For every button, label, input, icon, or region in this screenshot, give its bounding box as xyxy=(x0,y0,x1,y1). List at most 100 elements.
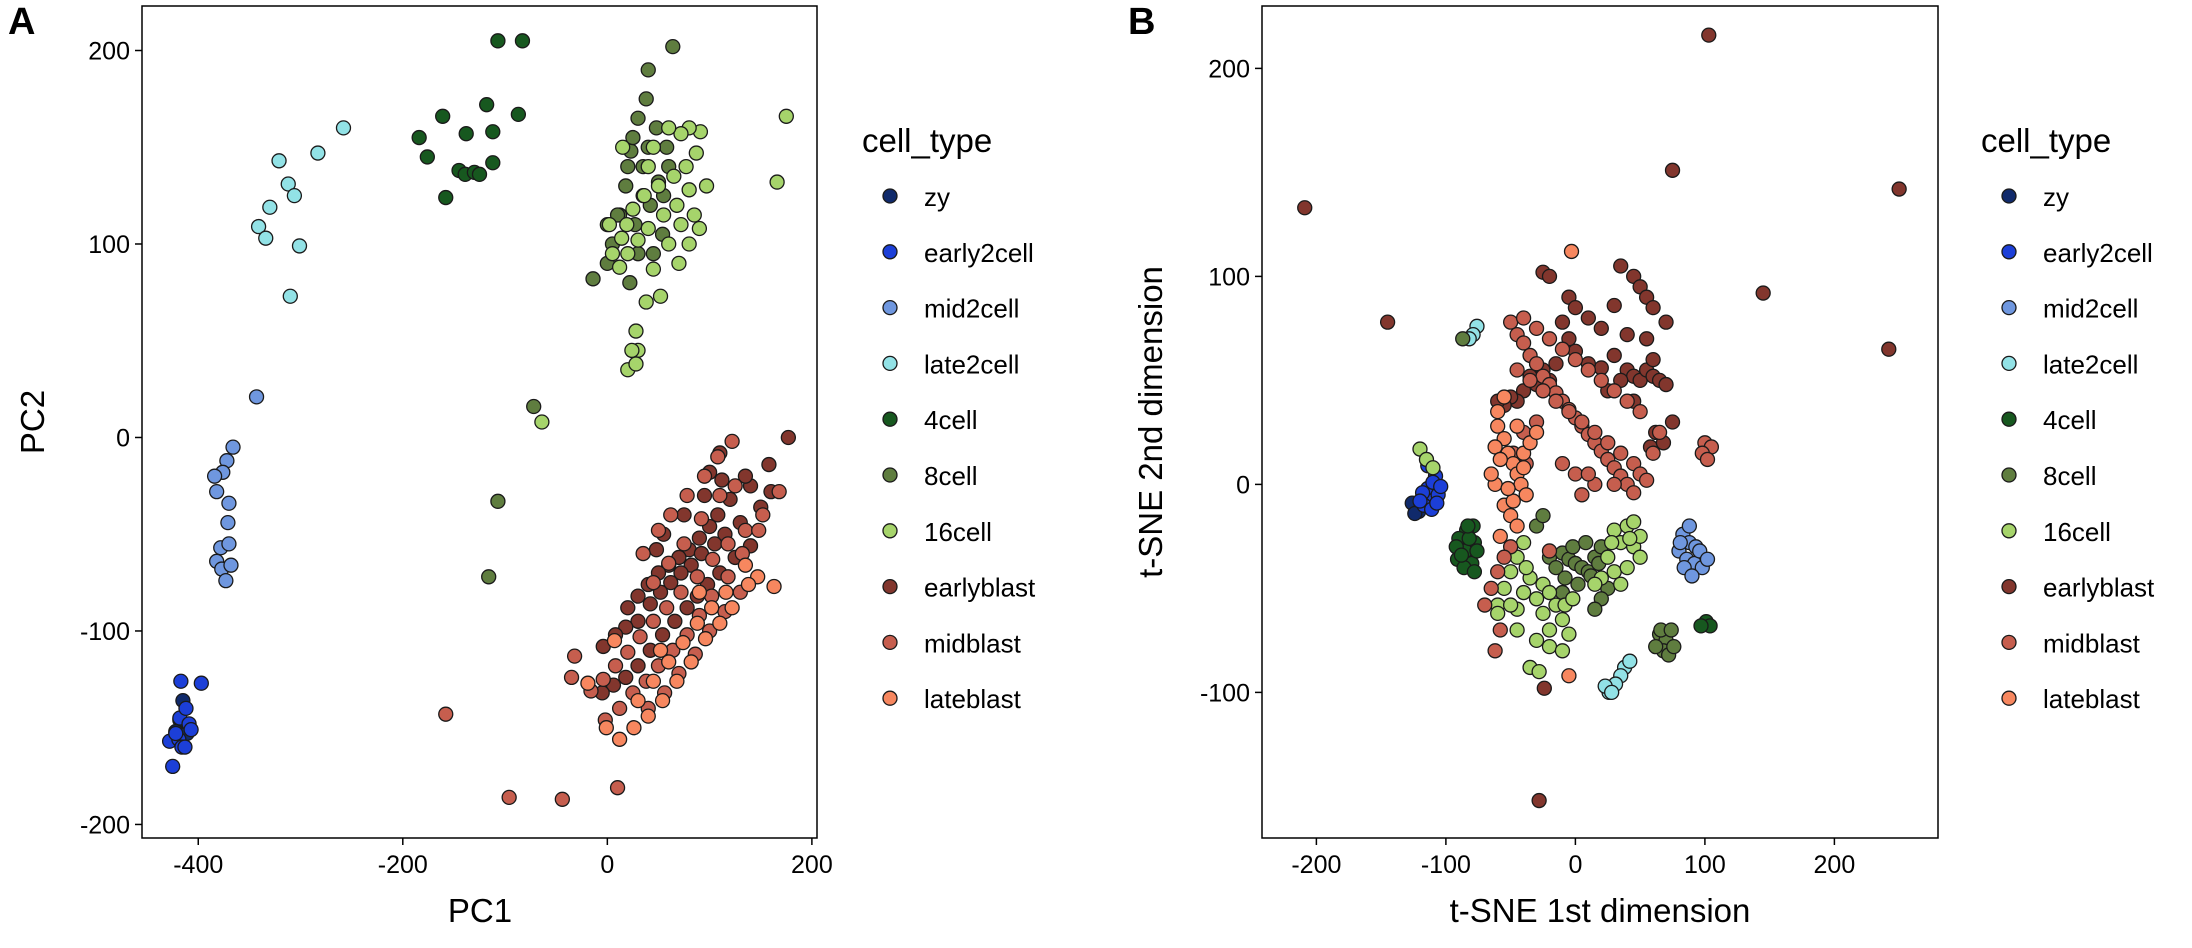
tsne-x-axis-title: t-SNE 1st dimension xyxy=(1450,892,1751,929)
point-16cell xyxy=(655,207,672,223)
point-4cell xyxy=(1461,530,1477,547)
point-earlyblast xyxy=(1593,320,1609,337)
point-8cell xyxy=(630,110,646,126)
legend-key-zy xyxy=(2001,188,2017,204)
point-earlyblast xyxy=(630,588,646,604)
point-16cell xyxy=(666,168,682,184)
point-midblast xyxy=(438,706,454,722)
point-lateblast xyxy=(1561,668,1577,684)
point-lateblast xyxy=(1483,466,1499,482)
point-early2cell xyxy=(1433,478,1449,495)
panel-a-pca-plot: -400 -200 0 200 -200 -100 0 100 200 PC1 PC2 cell_ty… xyxy=(14,5,1036,929)
point-16cell xyxy=(1587,576,1603,592)
point-late2cell xyxy=(310,145,326,161)
point-lateblast xyxy=(1496,389,1512,405)
point-midblast xyxy=(1645,445,1661,461)
legend-key-4cell xyxy=(882,411,898,427)
point-8cell xyxy=(1587,601,1603,617)
point-midblast xyxy=(1509,362,1525,378)
point-mid2cell xyxy=(218,573,234,589)
pca-x-tick-label: -400 xyxy=(173,851,223,879)
point-4cell xyxy=(485,124,501,140)
point-8cell xyxy=(526,398,542,415)
point-lateblast xyxy=(1528,424,1545,441)
legend-label-16cell: 16cell xyxy=(924,517,992,547)
point-earlyblast xyxy=(1755,285,1771,301)
point-late2cell xyxy=(286,187,303,204)
pca-x-tick-label: 0 xyxy=(600,851,614,879)
legend-label-earlyblast: earlyblast xyxy=(924,573,1036,603)
legend-label-8cell: 8cell xyxy=(2043,461,2096,491)
point-midblast xyxy=(712,487,728,504)
point-earlyblast xyxy=(696,487,713,504)
point-4cell xyxy=(458,126,474,142)
point-midblast xyxy=(676,536,692,552)
point-earlyblast xyxy=(676,507,692,523)
point-16cell xyxy=(601,216,618,233)
legend-label-earlyblast: earlyblast xyxy=(2043,573,2155,603)
point-late2cell xyxy=(282,288,298,304)
point-earlyblast xyxy=(1658,314,1674,330)
point-16cell xyxy=(661,120,677,136)
point-midblast xyxy=(1554,341,1571,357)
pca-y-axis-title: PC2 xyxy=(14,390,51,454)
point-lateblast xyxy=(1492,451,1508,468)
point-16cell xyxy=(1626,514,1642,530)
point-midblast xyxy=(720,569,736,585)
point-midblast xyxy=(1699,451,1716,468)
point-earlyblast xyxy=(1606,297,1622,314)
point-late2cell xyxy=(258,230,274,246)
panel-b-label: B xyxy=(1128,1,1155,43)
point-late2cell xyxy=(291,238,308,254)
point-midblast xyxy=(1548,393,1564,409)
point-lateblast xyxy=(654,692,671,709)
point-midblast xyxy=(650,522,667,539)
point-8cell xyxy=(622,275,638,291)
point-lateblast xyxy=(1492,528,1508,545)
legend-key-earlyblast xyxy=(2001,578,2017,595)
point-16cell xyxy=(1535,605,1551,622)
legend-label-8cell: 8cell xyxy=(924,461,977,491)
point-midblast xyxy=(673,584,689,600)
tsne-y-tick-label: 200 xyxy=(1208,55,1250,83)
point-lateblast xyxy=(675,634,691,651)
point-16cell xyxy=(661,236,677,252)
point-midblast xyxy=(1567,466,1584,482)
tsne-x-tick-label: 200 xyxy=(1814,851,1856,879)
point-earlyblast xyxy=(1613,258,1629,274)
point-midblast xyxy=(1580,466,1596,482)
point-lateblast xyxy=(1500,480,1516,497)
point-lateblast xyxy=(640,708,656,724)
legend-label-midblast: midblast xyxy=(2043,628,2141,658)
point-8cell xyxy=(1648,638,1664,655)
point-8cell xyxy=(618,178,634,194)
point-earlyblast xyxy=(1531,792,1547,809)
point-earlyblast xyxy=(1580,310,1596,326)
point-midblast xyxy=(1515,310,1532,326)
point-lateblast xyxy=(606,632,623,649)
point-16cell xyxy=(614,230,630,246)
point-midblast xyxy=(1606,383,1622,399)
point-8cell xyxy=(609,207,626,223)
point-midblast xyxy=(663,507,679,523)
point-earlyblast xyxy=(1638,331,1655,347)
legend-label-16cell: 16cell xyxy=(2043,517,2111,547)
point-earlyblast xyxy=(618,619,634,635)
point-16cell xyxy=(1604,534,1620,551)
legend-key-early2cell xyxy=(2001,244,2017,260)
point-16cell xyxy=(645,261,662,277)
point-lateblast xyxy=(630,692,646,709)
point-earlyblast xyxy=(1541,268,1558,285)
point-lateblast xyxy=(626,720,642,736)
pca-y-tick-label: 100 xyxy=(88,231,130,259)
point-8cell xyxy=(1455,331,1471,347)
point-mid2cell xyxy=(1699,551,1716,567)
point-earlyblast xyxy=(1536,680,1552,696)
legend-key-zy xyxy=(882,188,898,204)
legend-key-early2cell xyxy=(882,244,898,260)
point-lateblast xyxy=(712,615,728,631)
point-earlyblast xyxy=(1664,414,1681,430)
point-16cell xyxy=(1509,622,1525,638)
point-4cell xyxy=(1469,543,1485,559)
tsne-x-tick-label: 100 xyxy=(1684,851,1726,879)
